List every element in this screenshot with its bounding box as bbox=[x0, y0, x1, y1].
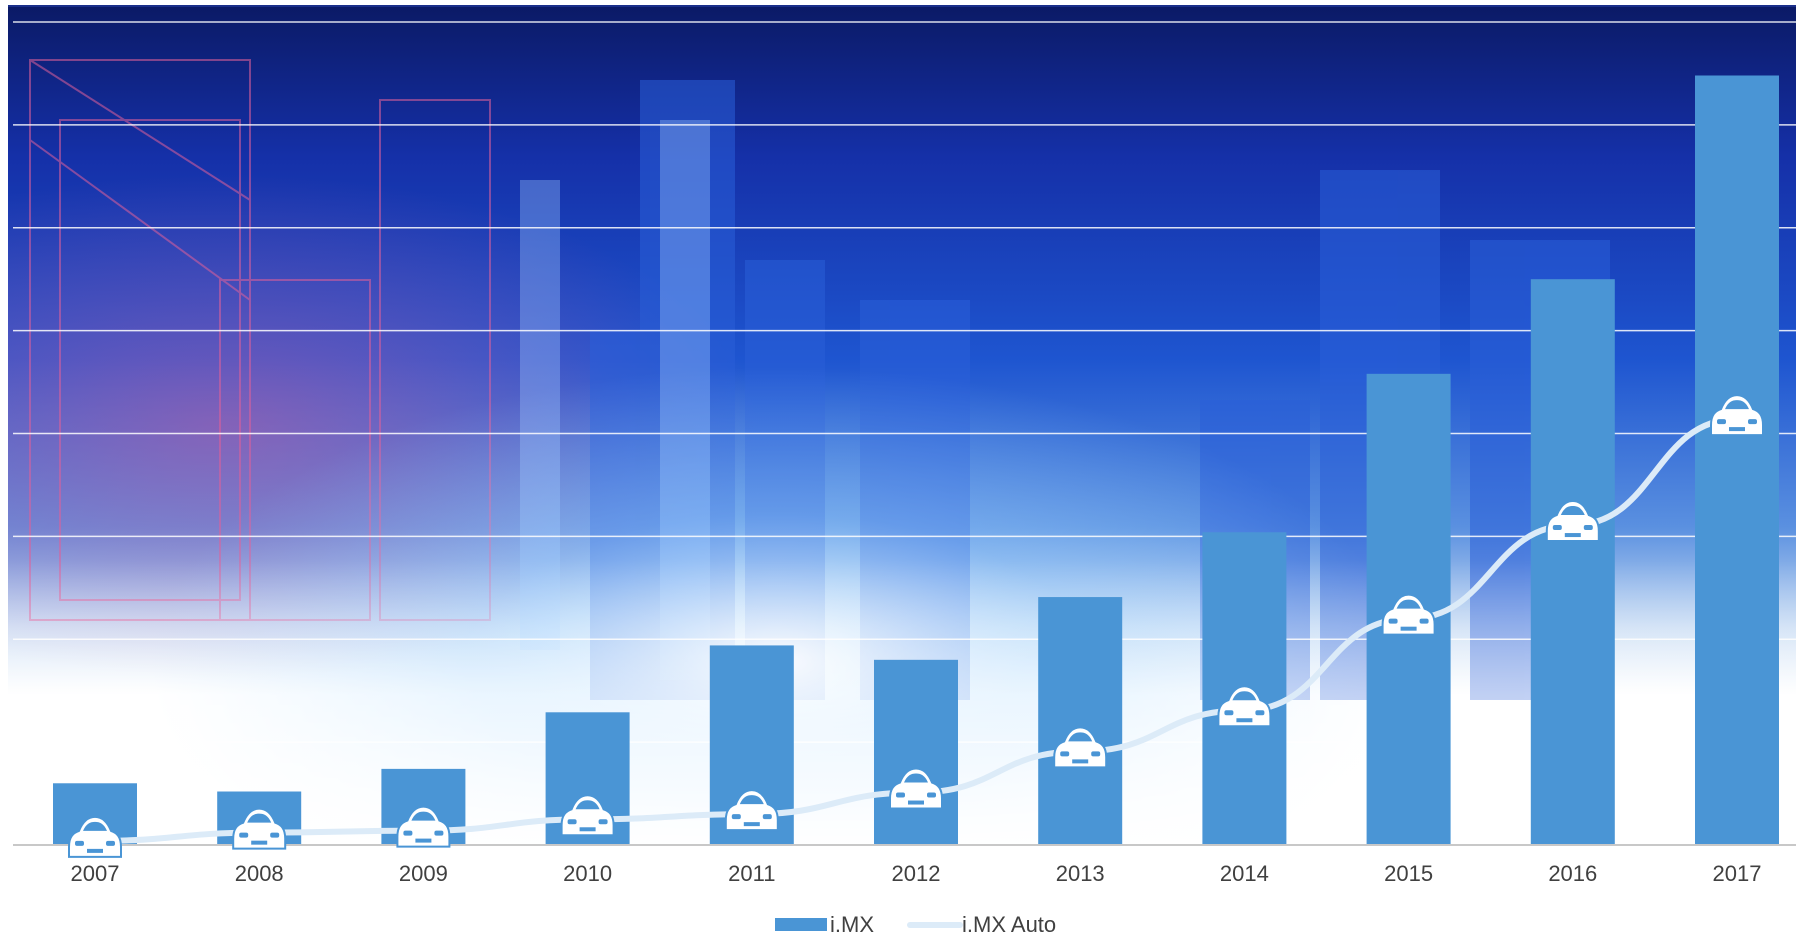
legend-item-imx-auto: i.MX Auto bbox=[907, 912, 1056, 937]
x-tick-label: 2015 bbox=[1384, 861, 1433, 886]
bar-2017 bbox=[1695, 75, 1779, 846]
x-tick-label: 2016 bbox=[1548, 861, 1597, 886]
x-tick-label: 2010 bbox=[563, 861, 612, 886]
car-icon bbox=[1545, 500, 1600, 543]
x-tick-label: 2012 bbox=[892, 861, 941, 886]
legend-item-imx: i.MX bbox=[775, 912, 874, 937]
car-icon bbox=[68, 815, 122, 858]
x-tick-label: 2011 bbox=[728, 861, 775, 886]
legend: i.MX i.MX Auto bbox=[775, 912, 1056, 937]
line-series-imx-auto bbox=[92, 416, 1740, 844]
x-tick-label: 2014 bbox=[1220, 861, 1269, 886]
bar-2012 bbox=[874, 659, 958, 845]
x-tick-label: 2007 bbox=[71, 861, 120, 886]
car-icon bbox=[1217, 685, 1272, 728]
x-tick-label: 2017 bbox=[1713, 861, 1762, 886]
legend-swatch-bar bbox=[775, 918, 827, 931]
car-icon bbox=[396, 805, 451, 848]
x-tick-label: 2008 bbox=[235, 861, 284, 886]
legend-label: i.MX bbox=[830, 912, 874, 937]
line-markers bbox=[68, 394, 1764, 858]
car-icon bbox=[232, 807, 287, 850]
legend-label: i.MX Auto bbox=[962, 912, 1056, 937]
car-icon bbox=[1381, 593, 1436, 636]
x-tick-label: 2013 bbox=[1056, 861, 1105, 886]
car-icon bbox=[724, 789, 779, 832]
car-icon bbox=[889, 767, 943, 810]
car-icon bbox=[560, 794, 615, 837]
bar-2016 bbox=[1530, 279, 1615, 845]
car-icon bbox=[1710, 394, 1764, 437]
line-path-imx-auto bbox=[92, 416, 1740, 844]
x-tick-label: 2009 bbox=[399, 861, 448, 886]
car-icon bbox=[1053, 726, 1108, 769]
x-tick-labels: 2007 2008 2009 2010 2011 2012 2013 2014 2015 2016… bbox=[71, 861, 1762, 886]
bar-2013 bbox=[1038, 597, 1123, 845]
